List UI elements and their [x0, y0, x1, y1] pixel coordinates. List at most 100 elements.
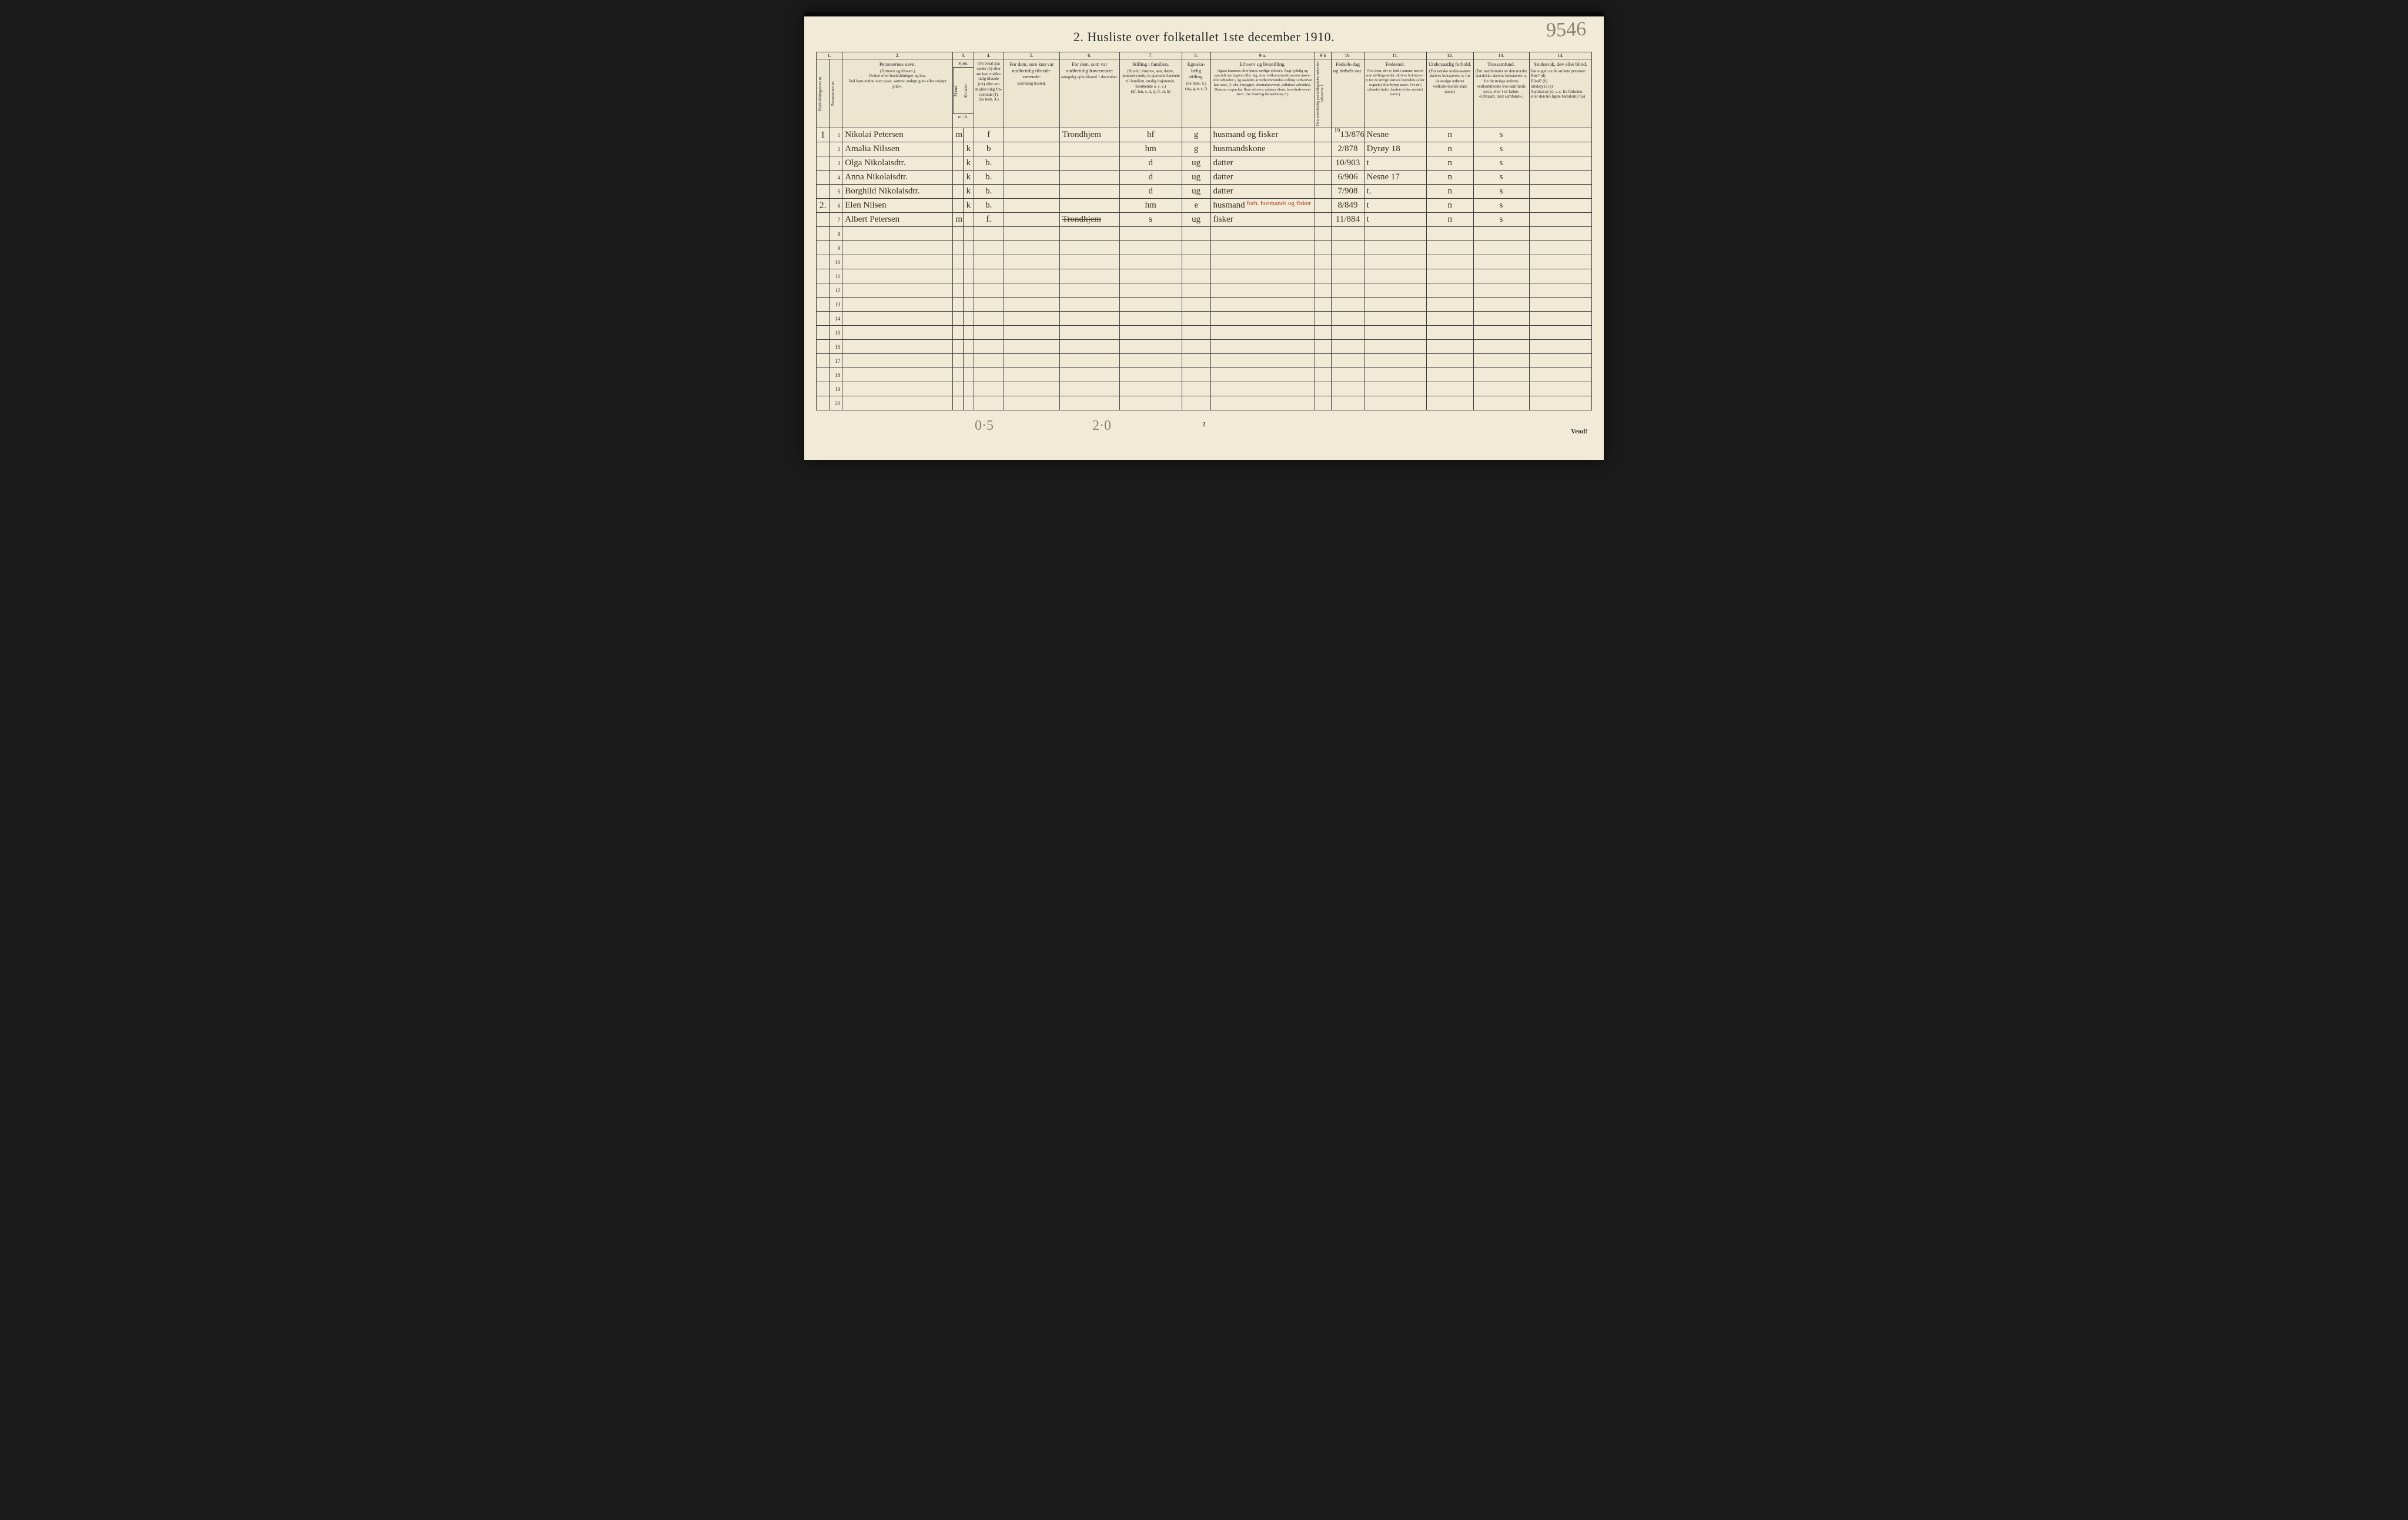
- cell-empty: [1364, 298, 1426, 312]
- column-number-row: 1. 2. 3. 4. 5. 6. 7. 8. 9 a. 9 b 10. 11.…: [817, 52, 1592, 59]
- cell-empty: [974, 241, 1004, 255]
- cell-empty: [974, 340, 1004, 354]
- cell-sex-m: [953, 142, 964, 156]
- cell-empty: [1426, 354, 1473, 368]
- cell-c9b: [1315, 171, 1332, 185]
- cell-empty: [1315, 326, 1332, 340]
- cell-empty: [1315, 227, 1332, 241]
- cell-empty: [1059, 396, 1119, 410]
- cell-bosat: b: [974, 142, 1004, 156]
- cell-empty: [1119, 298, 1182, 312]
- cell-empty: [1529, 354, 1591, 368]
- cell-empty: [1364, 382, 1426, 396]
- cell-empty: [1119, 396, 1182, 410]
- cell-empty: [1364, 396, 1426, 410]
- cell-empty: [964, 368, 974, 382]
- cell-c6: [1059, 142, 1119, 156]
- cell-empty: [1210, 255, 1315, 269]
- cell-empty: [953, 241, 964, 255]
- header-bosat: Om bosat paa stedet (b) eller om kun mid…: [974, 59, 1004, 128]
- cell-empty: [953, 354, 964, 368]
- cell-c9a: datter: [1210, 171, 1315, 185]
- cell-empty: [1004, 326, 1059, 340]
- cell-c9a: husmand forh. husmands og fisker: [1210, 199, 1315, 213]
- header-c6: For dem, som var midlertidig fraværende:…: [1059, 59, 1119, 128]
- cell-empty: [842, 227, 953, 241]
- cell-empty: [1059, 354, 1119, 368]
- cell-c14: [1529, 142, 1591, 156]
- cell-empty: [1059, 283, 1119, 298]
- cell-name: Nikolai Petersen: [842, 128, 953, 142]
- colnum-12: 12.: [1426, 52, 1473, 59]
- table-row-empty: 16: [817, 340, 1592, 354]
- table-row-empty: 10: [817, 255, 1592, 269]
- cell-empty: [817, 396, 830, 410]
- header-hh: Husholdningernes nr.: [817, 59, 830, 128]
- cell-empty: [1004, 255, 1059, 269]
- cell-empty: [1426, 368, 1473, 382]
- cell-empty: [1119, 241, 1182, 255]
- cell-empty: [842, 396, 953, 410]
- cell-empty: [1315, 269, 1332, 283]
- cell-empty: [1473, 241, 1529, 255]
- cell-empty: [817, 298, 830, 312]
- cell-empty: [953, 326, 964, 340]
- cell-empty: [1529, 326, 1591, 340]
- cell-empty: [1529, 227, 1591, 241]
- cell-person-nr: 6: [830, 199, 842, 213]
- cell-c13: s: [1473, 156, 1529, 171]
- colnum-11: 11.: [1364, 52, 1426, 59]
- cell-empty: [1529, 298, 1591, 312]
- colnum-2: 2.: [842, 52, 953, 59]
- cell-c12: n: [1426, 156, 1473, 171]
- cell-empty: [1364, 326, 1426, 340]
- cell-empty: [1426, 298, 1473, 312]
- cell-empty: [974, 298, 1004, 312]
- cell-c5: [1004, 171, 1059, 185]
- cell-c9b: [1315, 142, 1332, 156]
- table-row-empty: 8: [817, 227, 1592, 241]
- cell-empty: [1332, 227, 1364, 241]
- cell-empty: [1182, 298, 1210, 312]
- cell-empty: [1364, 227, 1426, 241]
- cell-empty: [964, 340, 974, 354]
- cell-empty: [1364, 255, 1426, 269]
- header-pn: Personernes nr.: [830, 59, 842, 128]
- colnum-13: 13.: [1473, 52, 1529, 59]
- cell-sex-m: m: [953, 213, 964, 227]
- cell-empty: [1182, 396, 1210, 410]
- cell-empty: [953, 269, 964, 283]
- cell-empty: [1332, 382, 1364, 396]
- cell-empty: [1210, 283, 1315, 298]
- cell-empty: [1529, 269, 1591, 283]
- cell-empty: [964, 354, 974, 368]
- cell-empty: [817, 354, 830, 368]
- cell-empty: [1004, 298, 1059, 312]
- cell-sex-k: k: [964, 156, 974, 171]
- cell-empty: [1182, 368, 1210, 382]
- cell-c7: hm: [1119, 199, 1182, 213]
- table-row: 11Nikolai PetersenmfTrondhjemhfghusmand …: [817, 128, 1592, 142]
- header-name: Personernes navn. (Fornavn og tilnavn.) …: [842, 59, 953, 128]
- cell-person-nr: 4: [830, 171, 842, 185]
- cell-empty: [1473, 396, 1529, 410]
- cell-person-nr: 10: [830, 255, 842, 269]
- cell-empty: [842, 340, 953, 354]
- table-row-empty: 18: [817, 368, 1592, 382]
- header-c13: Trossamfund. (For medlemmer av den norsk…: [1473, 59, 1529, 128]
- cell-empty: [1119, 283, 1182, 298]
- cell-c11: Nesne 17: [1364, 171, 1426, 185]
- cell-empty: [1119, 326, 1182, 340]
- cell-empty: [1210, 354, 1315, 368]
- cell-c8: ug: [1182, 156, 1210, 171]
- cell-empty: [817, 241, 830, 255]
- cell-empty: [1059, 241, 1119, 255]
- cell-empty: [1332, 298, 1364, 312]
- cell-empty: [1059, 340, 1119, 354]
- cell-c9b: [1315, 185, 1332, 199]
- cell-empty: [1473, 269, 1529, 283]
- cell-bosat: b.: [974, 156, 1004, 171]
- cell-empty: [1364, 312, 1426, 326]
- table-row-empty: 13: [817, 298, 1592, 312]
- header-c11: Fødested. (For dem, der er født i samme …: [1364, 59, 1426, 128]
